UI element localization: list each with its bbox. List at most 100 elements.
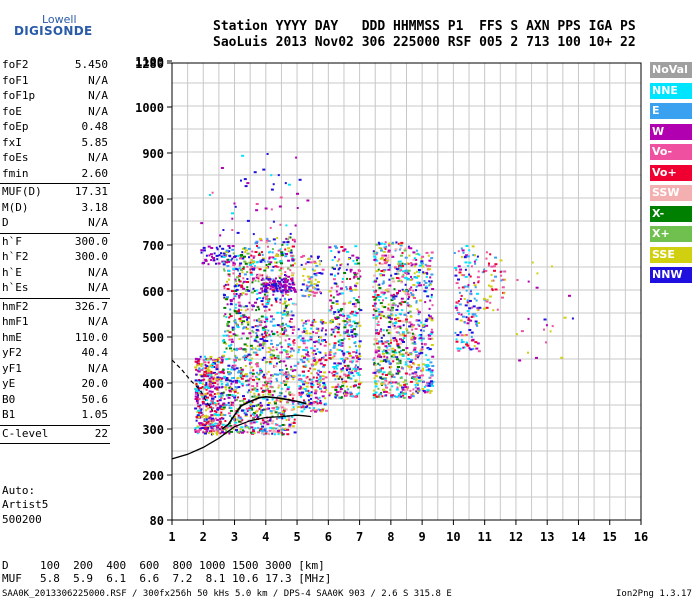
- echo-point: [305, 284, 308, 287]
- echo-point: [428, 317, 432, 320]
- echo-point: [348, 318, 351, 321]
- echo-point: [280, 251, 284, 254]
- echo-point: [281, 371, 284, 374]
- echo-point: [377, 320, 380, 323]
- echo-point: [306, 287, 309, 290]
- echo-point: [293, 290, 297, 293]
- echo-point: [225, 358, 229, 361]
- echo-point: [246, 278, 249, 280]
- echo-point: [249, 264, 252, 266]
- echo-point: [413, 265, 416, 268]
- echo-point: [249, 405, 252, 407]
- echo-point: [457, 250, 460, 253]
- echo-point: [320, 410, 324, 413]
- echo-point: [255, 390, 259, 393]
- echo-point: [212, 425, 215, 427]
- echo-point: [340, 368, 343, 371]
- echo-point: [393, 266, 397, 269]
- echo-point: [227, 401, 230, 404]
- echo-point: [220, 361, 224, 364]
- echo-point: [425, 285, 428, 288]
- echo-point: [324, 333, 327, 336]
- echo-point: [457, 311, 461, 314]
- echo-point: [251, 385, 255, 388]
- echo-point: [232, 368, 236, 371]
- echo-point: [297, 402, 300, 405]
- echo-point: [218, 399, 222, 402]
- echo-point: [334, 378, 337, 381]
- echo-point: [318, 272, 322, 274]
- echo-point: [262, 422, 265, 425]
- echo-point: [338, 267, 341, 270]
- echo-point: [220, 383, 223, 386]
- echo-point: [373, 371, 377, 374]
- echo-point: [213, 413, 217, 416]
- echo-point: [270, 208, 273, 211]
- echo-point: [323, 383, 327, 386]
- echo-point: [456, 309, 459, 312]
- echo-point: [279, 223, 282, 226]
- echo-point: [285, 224, 288, 227]
- echo-point: [220, 255, 224, 258]
- echo-point: [254, 242, 257, 245]
- echo-point: [265, 372, 268, 375]
- echo-point: [225, 253, 228, 256]
- echo-point: [281, 293, 283, 296]
- param-name: B1: [2, 408, 16, 421]
- echo-point: [379, 317, 382, 320]
- echo-point: [286, 357, 290, 360]
- echo-point: [228, 386, 231, 389]
- echo-point: [224, 420, 227, 422]
- echo-point: [423, 280, 426, 282]
- echo-point: [344, 380, 348, 383]
- echo-point: [213, 382, 217, 384]
- echo-point: [243, 255, 246, 258]
- echo-point: [284, 408, 288, 411]
- echo-point: [352, 367, 356, 370]
- echo-point: [206, 371, 209, 374]
- echo-point: [223, 287, 226, 290]
- echo-point: [396, 270, 400, 273]
- echo-point: [324, 352, 327, 355]
- echo-point: [194, 357, 198, 360]
- auto-label: Auto:: [2, 484, 36, 497]
- echo-point: [212, 433, 214, 435]
- echo-point: [382, 293, 385, 296]
- echo-point: [205, 388, 208, 391]
- echo-point: [250, 401, 254, 404]
- param-name: foF2: [2, 58, 29, 71]
- echo-point: [410, 291, 413, 294]
- echo-point: [426, 272, 429, 275]
- echo-point: [516, 279, 519, 281]
- echo-point: [266, 387, 269, 390]
- echo-point: [398, 351, 401, 354]
- echo-point: [261, 303, 264, 306]
- echo-point: [249, 361, 253, 364]
- echo-point: [402, 264, 404, 267]
- echo-point: [491, 279, 493, 282]
- echo-point: [271, 420, 275, 423]
- echo-point: [410, 353, 413, 356]
- echo-point: [278, 276, 281, 279]
- echo-point: [288, 418, 290, 421]
- echo-point: [238, 430, 241, 433]
- echo-point: [273, 281, 277, 284]
- echo-point: [266, 421, 269, 423]
- echo-point: [318, 396, 321, 399]
- param-name: yE: [2, 377, 16, 390]
- echo-point: [283, 416, 287, 419]
- echo-point: [359, 275, 362, 278]
- echo-point: [402, 333, 405, 336]
- echo-point: [342, 249, 346, 252]
- echo-point: [230, 403, 233, 406]
- echo-point: [376, 294, 380, 296]
- echo-point: [281, 431, 283, 434]
- echo-point: [280, 405, 283, 408]
- echo-point: [354, 310, 357, 313]
- echo-point: [383, 349, 385, 352]
- echo-point: [237, 392, 239, 395]
- echo-point: [319, 320, 322, 323]
- echo-point: [269, 261, 273, 264]
- echo-point: [316, 402, 319, 405]
- echo-point: [461, 249, 465, 252]
